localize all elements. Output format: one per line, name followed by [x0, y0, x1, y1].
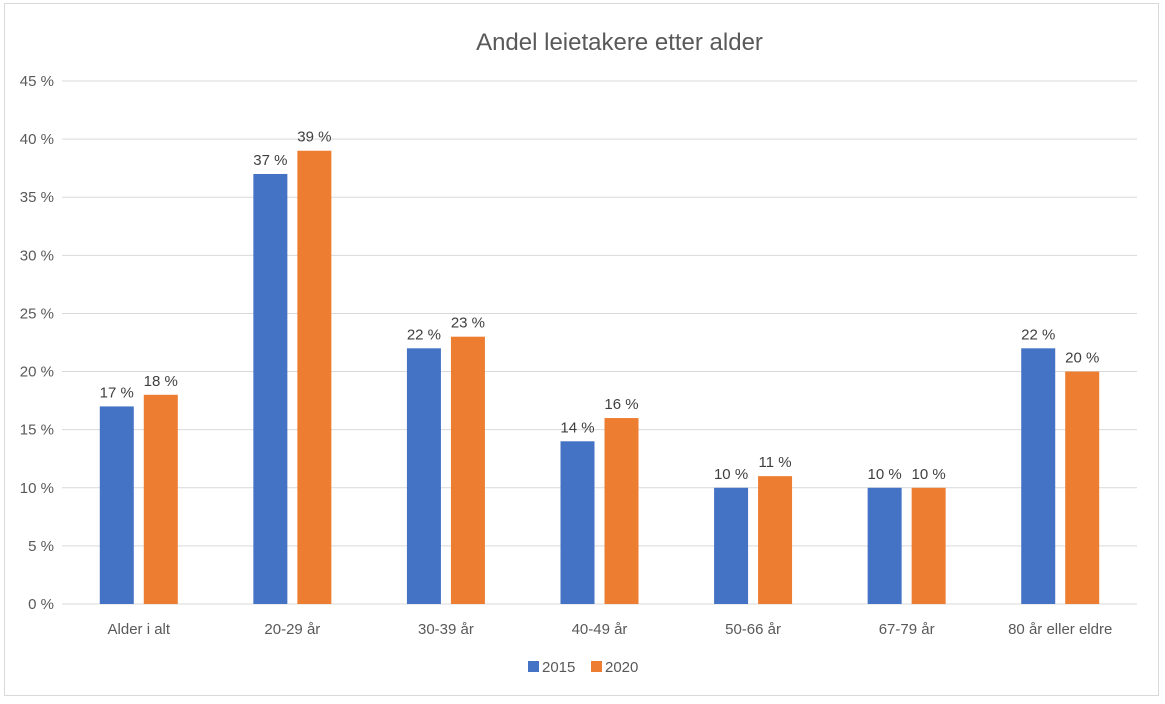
- x-tick-label: 67-79 år: [879, 621, 935, 638]
- bar-2015-0: [99, 406, 134, 604]
- y-tick-label: 10 %: [20, 480, 54, 497]
- bar-2020-1: [297, 150, 332, 604]
- bar-2015-6: [1021, 348, 1056, 604]
- data-label: 39 %: [297, 129, 331, 146]
- y-axis: 0 % 5 % 10 % 15 % 20 % 25 % 30 % 35 % 40 % 45 %: [20, 73, 54, 613]
- bar-2015-4: [714, 487, 749, 604]
- bar-2015-5: [867, 487, 902, 604]
- bars: [99, 150, 1100, 604]
- data-label: 14 %: [560, 419, 594, 436]
- data-label: 37 %: [253, 152, 287, 169]
- legend: 2015 2020: [528, 659, 638, 676]
- y-tick-label: 0 %: [28, 596, 54, 613]
- data-label: 10 %: [912, 466, 946, 483]
- y-tick-label: 25 %: [20, 305, 54, 322]
- bar-2020-5: [911, 487, 946, 604]
- bar-2015-1: [253, 173, 288, 604]
- x-tick-label: 30-39 år: [418, 621, 474, 638]
- data-label: 22 %: [1021, 326, 1055, 343]
- y-tick-label: 20 %: [20, 364, 54, 381]
- x-tick-label: 80 år eller eldre: [1008, 621, 1112, 638]
- data-label: 20 %: [1065, 350, 1099, 367]
- legend-swatch: [528, 661, 539, 672]
- x-tick-label: 40-49 år: [572, 621, 628, 638]
- bar-2020-3: [604, 418, 639, 604]
- gridlines: [62, 80, 1137, 605]
- data-label: 16 %: [604, 396, 638, 413]
- data-labels: 17 % 18 % 37 % 39 % 22 % 23 % 14 % 16 % 10 % 11 %…: [100, 129, 1100, 483]
- data-label: 10 %: [714, 466, 748, 483]
- y-tick-label: 45 %: [20, 73, 54, 90]
- x-axis: Alder i alt 20-29 år 30-39 år 40-49 år 50-66…: [108, 621, 1113, 638]
- data-label: 10 %: [868, 466, 902, 483]
- y-tick-label: 15 %: [20, 422, 54, 439]
- x-tick-label: Alder i alt: [108, 621, 171, 638]
- data-label: 18 %: [144, 373, 178, 390]
- legend-swatch: [591, 661, 602, 672]
- bar-2015-3: [560, 441, 595, 604]
- y-tick-label: 30 %: [20, 247, 54, 264]
- y-tick-label: 35 %: [20, 189, 54, 206]
- chart-title: Andel leietakere etter alder: [476, 29, 763, 56]
- data-label: 11 %: [759, 454, 792, 471]
- data-label: 17 %: [100, 384, 134, 401]
- x-tick-label: 20-29 år: [264, 621, 320, 638]
- y-tick-label: 5 %: [28, 538, 54, 555]
- legend-label: 2015: [542, 659, 575, 676]
- bar-2020-2: [450, 336, 485, 604]
- bar-2020-0: [143, 394, 178, 604]
- y-tick-label: 40 %: [20, 131, 54, 148]
- x-tick-label: 50-66 år: [725, 621, 781, 638]
- legend-label: 2020: [605, 659, 638, 676]
- bar-2020-6: [1065, 371, 1100, 604]
- bar-2015-2: [406, 348, 441, 604]
- bar-2020-4: [758, 476, 793, 604]
- data-label: 22 %: [407, 326, 441, 343]
- data-label: 23 %: [451, 315, 485, 332]
